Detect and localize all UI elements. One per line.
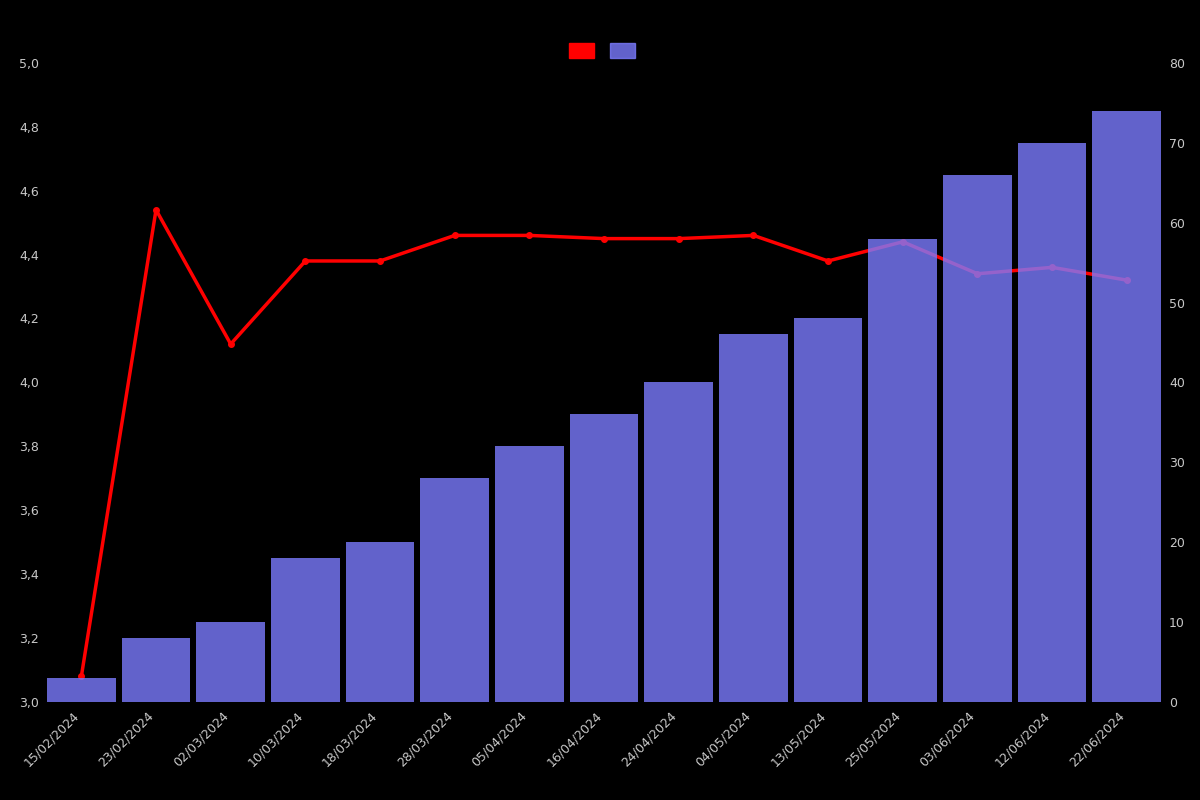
Bar bbox=[943, 174, 1012, 702]
Bar bbox=[793, 318, 863, 702]
Bar bbox=[1018, 142, 1086, 702]
Bar bbox=[420, 478, 490, 702]
Bar bbox=[644, 382, 713, 702]
Bar bbox=[271, 558, 340, 702]
Legend: , : , bbox=[564, 38, 644, 64]
Bar bbox=[121, 638, 191, 702]
Bar bbox=[869, 238, 937, 702]
Bar bbox=[1092, 110, 1162, 702]
Bar bbox=[346, 542, 414, 702]
Bar bbox=[570, 414, 638, 702]
Bar bbox=[47, 678, 115, 702]
Bar bbox=[496, 446, 564, 702]
Bar bbox=[719, 334, 787, 702]
Bar bbox=[197, 622, 265, 702]
